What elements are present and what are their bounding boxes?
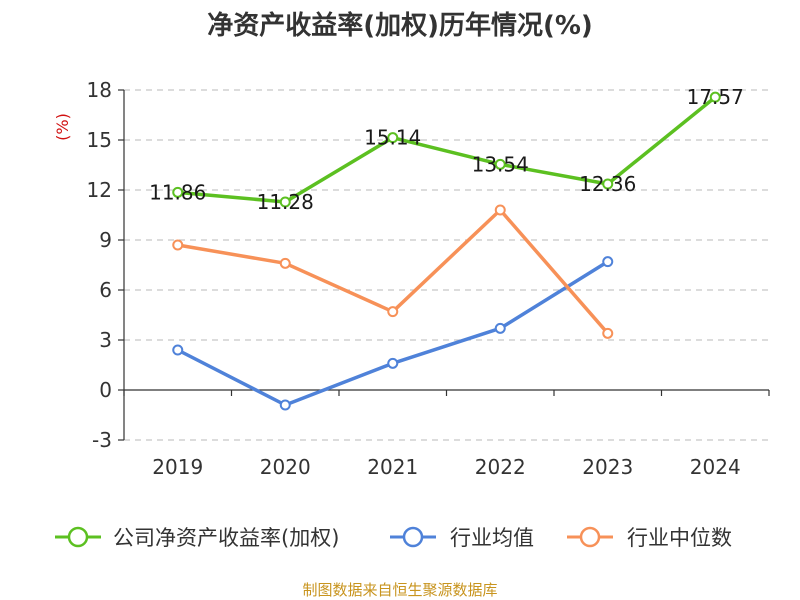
data-point [279, 196, 291, 208]
data-point [387, 132, 399, 144]
data-point [172, 344, 184, 356]
y-tick-label: 6 [99, 278, 112, 302]
source-note: 制图数据来自恒生聚源数据库 [302, 581, 497, 599]
data-label: 11.86 [149, 180, 206, 204]
data-point [602, 256, 614, 268]
data-point [172, 239, 184, 251]
y-axis-unit: (%) [53, 113, 72, 141]
x-tick-label: 2020 [260, 455, 311, 479]
data-point [387, 357, 399, 369]
data-label: 13.54 [472, 152, 529, 176]
data-point [494, 322, 506, 334]
y-tick-label: 18 [87, 78, 112, 102]
data-label: 11.28 [257, 190, 314, 214]
series-lines [172, 91, 721, 411]
legend-item-0[interactable]: 公司净资产收益率(加权) [55, 526, 339, 550]
y-tick-label: 3 [99, 328, 112, 352]
data-point [387, 306, 399, 318]
grid-lines [124, 89, 769, 441]
x-tick-label: 2022 [475, 455, 526, 479]
chart-title: 净资产收益率(加权)历年情况(%) [207, 10, 593, 41]
legend[interactable]: 公司净资产收益率(加权) 行业均值 行业中位数 [55, 526, 732, 550]
x-tick-label: 2024 [690, 455, 741, 479]
data-labels: 11.86 11.28 15.14 13.54 12.36 17.57 [149, 85, 744, 214]
data-point [602, 178, 614, 190]
legend-marker [579, 526, 601, 548]
data-point [494, 204, 506, 216]
legend-label: 行业均值 [450, 526, 534, 550]
data-point [279, 257, 291, 269]
legend-marker [67, 526, 89, 548]
y-tick-label: 15 [87, 128, 112, 152]
data-point [602, 327, 614, 339]
series-line-0 [177, 95, 717, 204]
legend-label: 公司净资产收益率(加权) [113, 526, 339, 550]
data-label: 12.36 [579, 172, 636, 196]
y-tick-label: 0 [99, 378, 112, 402]
data-label: 15.14 [364, 126, 421, 150]
y-tick-label: 9 [99, 228, 112, 252]
data-point [709, 91, 721, 103]
legend-marker [402, 526, 424, 548]
x-tick-label: 2023 [582, 455, 633, 479]
x-tick-label: 2021 [367, 455, 418, 479]
y-tick-label: -3 [92, 428, 112, 452]
legend-label: 行业中位数 [627, 526, 732, 550]
legend-item-1[interactable]: 行业均值 [390, 526, 534, 550]
data-label: 17.57 [687, 85, 744, 109]
series-line-1 [176, 260, 609, 407]
y-tick-label: 12 [87, 178, 112, 202]
legend-item-2[interactable]: 行业中位数 [567, 526, 732, 550]
data-point [279, 399, 291, 411]
data-point [494, 158, 506, 170]
data-point [172, 186, 184, 198]
axes: -3 0 3 6 9 12 15 18 2019 2020 2021 2022 2023 2024 [87, 78, 770, 479]
x-tick-label: 2019 [152, 455, 203, 479]
